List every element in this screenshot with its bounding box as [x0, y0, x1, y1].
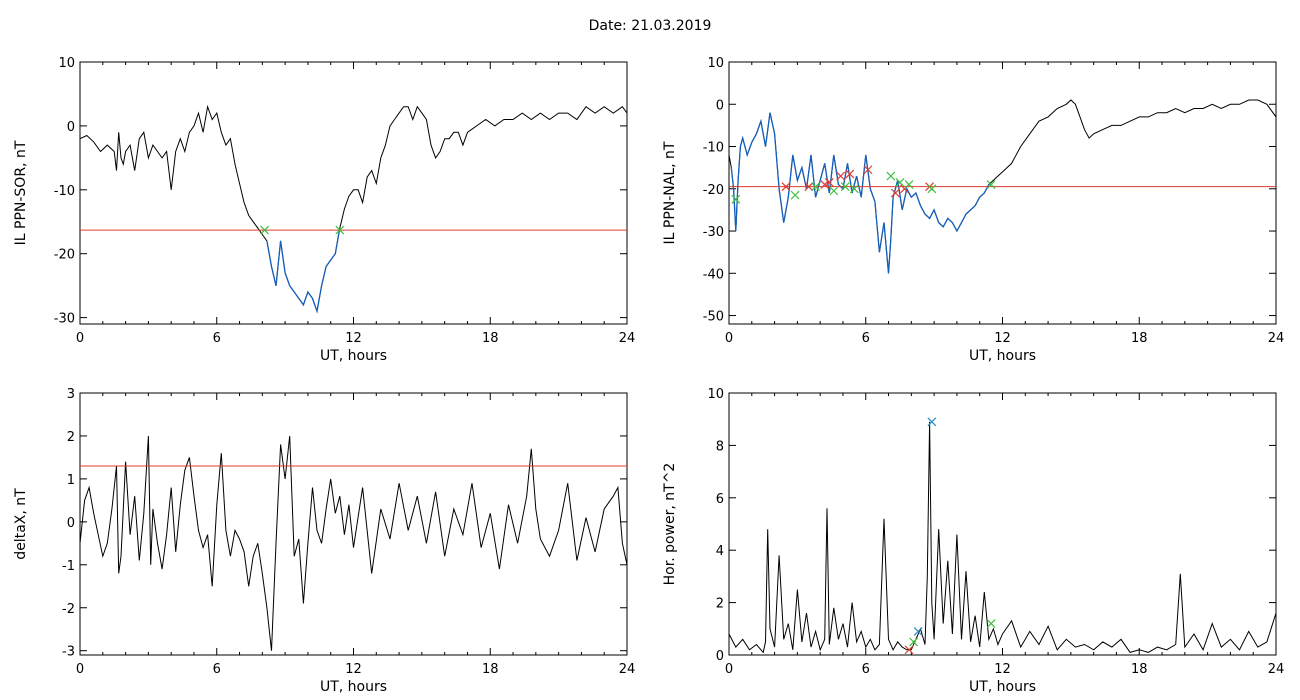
series-line-highlight [730, 112, 990, 274]
y-tick-label: -40 [703, 267, 724, 282]
x-tick-label: 6 [213, 662, 221, 677]
y-tick-label: 1 [67, 473, 75, 488]
event-marker [811, 182, 821, 192]
series-line [80, 104, 627, 314]
event-marker [836, 171, 846, 181]
chart-panel-sor: 0 6 12 18 24 -30 -20 -10 0 10 UT, hours IL PPN-SOR,… [13, 56, 635, 364]
plot-frame [728, 392, 1277, 656]
event-marker [260, 225, 270, 235]
x-axis-label: UT, hours [320, 348, 387, 364]
y-tick-label: -1 [62, 559, 75, 574]
event-marker [335, 225, 345, 235]
plot-frame [79, 61, 628, 325]
x-tick-label: 6 [213, 331, 221, 346]
y-tick-label: 10 [707, 56, 724, 71]
event-marker [820, 180, 830, 189]
y-tick-label: -3 [62, 645, 75, 660]
event-marker [927, 417, 937, 427]
x-tick-label: 6 [862, 331, 870, 346]
x-tick-label: 0 [76, 331, 84, 346]
chart-panel-nal: 0 6 12 18 24 -50 -40 -30 -20 -10 0 10 UT, hours IL PP… [662, 56, 1284, 364]
x-tick-label: 12 [994, 662, 1011, 677]
y-tick-label: 2 [716, 597, 724, 612]
y-tick-label: 0 [67, 120, 75, 135]
x-tick-label: 0 [76, 662, 84, 677]
y-tick-label: 0 [716, 98, 724, 113]
x-axis-label: UT, hours [320, 679, 387, 695]
event-marker [909, 637, 919, 647]
y-tick-label: 8 [716, 439, 724, 454]
x-tick-label: 0 [725, 662, 733, 677]
event-marker [886, 171, 896, 181]
event-marker [904, 645, 914, 655]
x-tick-label: 24 [619, 331, 636, 346]
y-tick-label: -30 [54, 312, 75, 327]
event-marker [790, 190, 800, 200]
y-tick-label: 3 [67, 387, 75, 402]
x-tick-label: 18 [482, 331, 499, 346]
event-marker [849, 184, 859, 194]
event-marker [840, 182, 850, 192]
event-marker [986, 619, 996, 628]
event-marker [890, 188, 900, 198]
plot-frame [728, 61, 1277, 325]
y-tick-label: -30 [703, 225, 724, 240]
y-tick-label: -20 [54, 248, 75, 263]
y-axis-label: Hor. power, nT^2 [662, 463, 678, 586]
y-tick-label: -10 [703, 141, 724, 156]
x-tick-label: 24 [1268, 331, 1285, 346]
x-axis-label: UT, hours [969, 679, 1036, 695]
y-axis-label: IL PPN-NAL, nT [662, 141, 678, 244]
x-tick-label: 24 [619, 662, 636, 677]
x-tick-label: 0 [725, 331, 733, 346]
series-line-highlight [266, 227, 341, 314]
x-tick-label: 18 [1131, 331, 1148, 346]
y-axis-label: IL PPN-SOR, nT [13, 140, 29, 245]
event-marker [986, 180, 996, 189]
y-tick-label: -50 [703, 310, 724, 325]
y-tick-label: 0 [67, 516, 75, 531]
event-marker [927, 184, 937, 194]
x-tick-label: 18 [482, 662, 499, 677]
y-tick-label: -2 [62, 602, 75, 617]
event-marker [731, 194, 741, 204]
event-marker [824, 178, 834, 187]
y-tick-label: 2 [67, 430, 75, 445]
series-line [729, 421, 1276, 654]
x-tick-label: 12 [345, 662, 362, 677]
event-marker [845, 169, 855, 179]
event-marker [895, 178, 905, 187]
x-tick-label: 24 [1268, 662, 1285, 677]
y-tick-label: 10 [707, 387, 724, 402]
figure-title: Date: 21.03.2019 [588, 18, 712, 34]
y-tick-label: 0 [716, 649, 724, 664]
event-marker [904, 180, 914, 189]
series-line [80, 435, 627, 651]
x-axis-label: UT, hours [969, 348, 1036, 364]
plot-frame [79, 392, 628, 656]
x-tick-label: 18 [1131, 662, 1148, 677]
event-marker [863, 165, 873, 175]
x-tick-label: 6 [862, 662, 870, 677]
y-tick-label: -20 [703, 183, 724, 198]
event-marker [804, 182, 814, 192]
y-axis-label: deltaX, nT [13, 488, 29, 560]
x-tick-label: 12 [345, 331, 362, 346]
y-tick-label: 10 [58, 56, 75, 71]
event-marker [829, 186, 839, 196]
y-tick-label: 4 [716, 544, 724, 559]
y-tick-label: 6 [716, 492, 724, 507]
event-marker [781, 182, 791, 192]
y-tick-label: -10 [54, 184, 75, 199]
x-tick-label: 12 [994, 331, 1011, 346]
event-marker [913, 626, 923, 636]
